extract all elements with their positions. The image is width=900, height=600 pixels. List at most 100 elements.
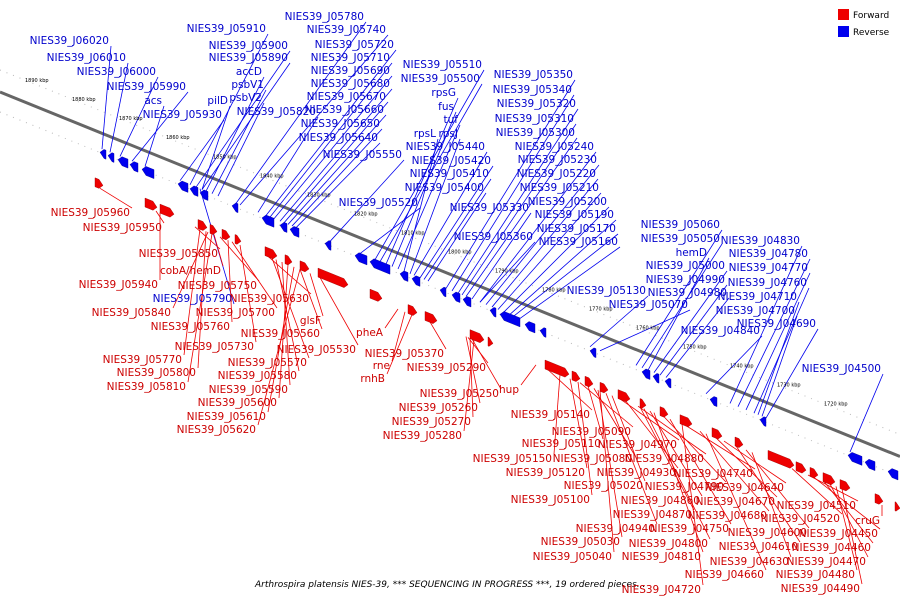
reverse-gene-label: NIES39_J05240 (515, 141, 594, 153)
forward-gene-label: NIES39_J05570 (228, 357, 307, 369)
reverse-connector (385, 97, 459, 265)
forward-gene-label: NIES39_J04880 (625, 453, 704, 465)
reverse-gene-label: NIES39_J04710 (718, 291, 797, 303)
forward-connector (637, 405, 707, 455)
forward-gene (144, 197, 158, 211)
forward-gene-label: NIES39_J05090 (552, 426, 631, 438)
forward-gene-label: NIES39_J05110 (522, 438, 601, 450)
forward-connector (663, 416, 727, 483)
forward-gene-label: rne (373, 360, 390, 372)
forward-connector (653, 412, 704, 553)
reverse-connector (329, 159, 405, 242)
forward-connector (569, 378, 588, 469)
forward-gene (369, 288, 383, 302)
reverse-connector (217, 102, 265, 197)
forward-gene-label: NIES39_J05370 (365, 348, 444, 360)
forward-gene-label: cruG (855, 515, 880, 527)
reverse-connector (239, 34, 389, 206)
forward-gene-label: NIES39_J04750 (650, 523, 729, 535)
reverse-gene (411, 275, 421, 287)
forward-connector (429, 321, 447, 350)
forward-gene-label: NIES39_J04940 (576, 523, 655, 535)
reverse-gene-label: NIES39_J05710 (311, 52, 390, 64)
reverse-connector (589, 295, 649, 348)
forward-gene-label: NIES39_J04860 (621, 495, 700, 507)
reverse-gene (231, 202, 239, 213)
reverse-connector (497, 192, 602, 310)
reverse-connector (471, 212, 532, 300)
reverse-connector (737, 258, 811, 407)
forward-gene-label: NIES39_J05260 (399, 402, 478, 414)
reverse-connector (849, 373, 884, 453)
forward-gene (584, 375, 594, 388)
reverse-gene-label: psbV2 (229, 92, 262, 104)
forward-gene-label: NIES39_J05590 (209, 384, 288, 396)
forward-gene (159, 203, 175, 218)
reverse-gene-label: NIES39_J05690 (311, 65, 390, 77)
reverse-gene-label: NIES39_J05420 (412, 155, 491, 167)
forward-gene-label: NIES39_J04680 (688, 510, 767, 522)
reverse-connector (757, 301, 800, 415)
forward-connector (735, 445, 801, 543)
map-caption: Arthrospira platensis NIES-39, *** SEQUE… (254, 580, 645, 590)
forward-gene (94, 177, 104, 189)
reverse-gene-label: psbV1 (231, 79, 264, 91)
forward-gene-label: NIES39_J04970 (598, 439, 677, 451)
forward-gene-label: NIES39_J05840 (92, 307, 171, 319)
reverse-connector (413, 151, 488, 276)
reverse-connector (457, 108, 579, 294)
forward-gene (469, 329, 485, 343)
forward-gene (284, 254, 293, 266)
scale-tick-label: 1770 kbp (589, 307, 613, 313)
forward-gene (264, 246, 278, 260)
reverse-connector (359, 207, 421, 254)
reverse-gene-label: rpsG (431, 87, 456, 99)
reverse-connector (265, 49, 397, 216)
reverse-connector (519, 246, 621, 319)
scale-tick-label: 1800 kbp (448, 249, 472, 255)
forward-gene (659, 406, 669, 418)
forward-gene-label: NIES39_J05150 (473, 453, 552, 465)
forward-gene-label: pheA (356, 327, 384, 339)
forward-connector (520, 364, 537, 386)
forward-gene (424, 311, 438, 324)
reverse-gene-label: NIES39_J05160 (539, 236, 618, 248)
reverse-connector (291, 128, 383, 227)
forward-connector (391, 311, 406, 362)
reverse-connector (705, 335, 763, 395)
reverse-connector (479, 151, 597, 303)
reverse-gene (99, 149, 107, 160)
reverse-gene (399, 270, 409, 282)
reverse-gene-label: accD (236, 66, 262, 78)
forward-gene (544, 359, 570, 378)
forward-connector (699, 431, 770, 512)
forward-gene-label: NIES39_J05270 (392, 416, 471, 428)
forward-connector (219, 236, 260, 282)
reverse-gene (199, 189, 209, 201)
reverse-gene-label: NIES39_J05340 (493, 84, 572, 96)
forward-gene (299, 260, 310, 273)
reverse-gene-label: NIES39_J05660 (305, 104, 384, 116)
reverse-gene-label: rpsL (414, 128, 436, 140)
forward-connector (715, 437, 778, 498)
reverse-gene (709, 396, 718, 407)
forward-connector (587, 385, 604, 440)
forward-gene-label: NIES39_J04510 (777, 500, 856, 512)
forward-connector (605, 393, 658, 525)
forward-gene-label: NIES39_J05530 (277, 344, 356, 356)
forward-connector (213, 234, 224, 267)
connector-lines (99, 21, 884, 586)
forward-gene-label: NIES39_J04460 (792, 542, 871, 554)
reverse-connector (179, 119, 225, 181)
reverse-gene-label: NIES39_J05350 (494, 69, 573, 81)
reverse-connector (235, 21, 367, 204)
reverse-gene-label: tuf (444, 114, 459, 126)
forward-gene-label: NIES39_J05080 (553, 453, 632, 465)
forward-connector (467, 337, 489, 364)
forward-connector (187, 233, 213, 383)
reverse-gene-label: NIES39_J05360 (454, 231, 533, 243)
forward-gene-label: NIES39_J04720 (622, 584, 701, 596)
reverse-gene-label: NIES39_J05070 (609, 299, 688, 311)
reverse-gene-label: NIES39_J05190 (535, 209, 614, 221)
forward-connector (299, 269, 323, 330)
